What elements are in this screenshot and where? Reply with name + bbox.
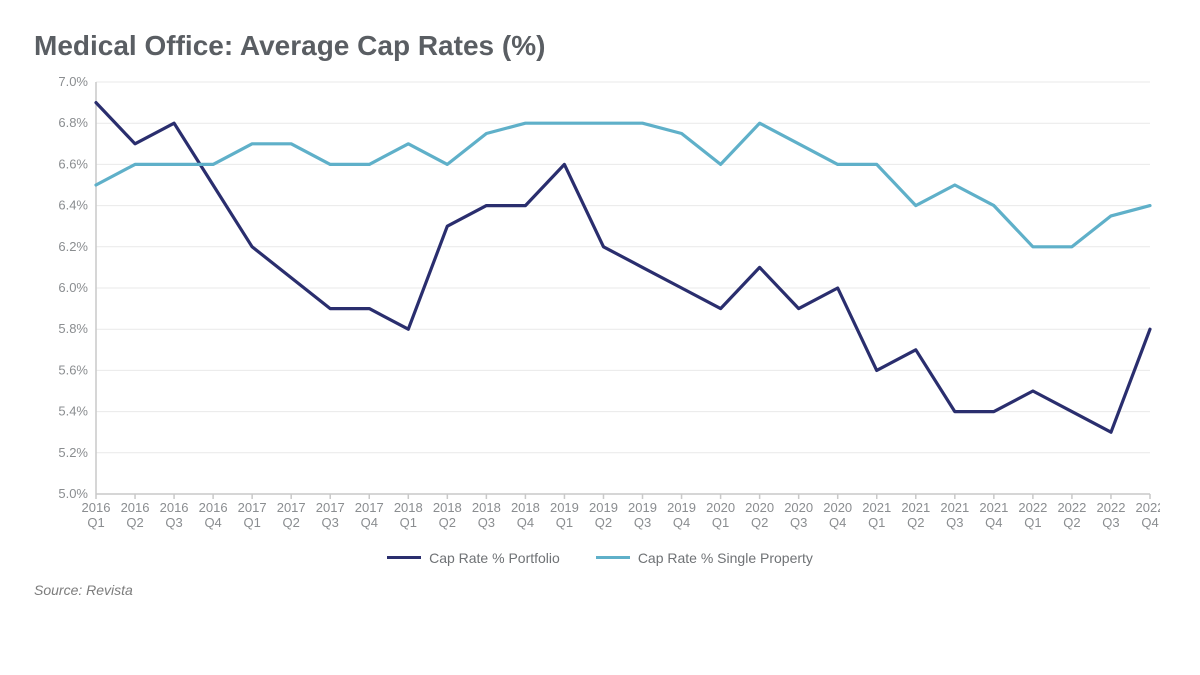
x-tick-label: 2020 bbox=[706, 500, 735, 515]
source-label: Source: Revista bbox=[34, 582, 1170, 598]
x-tick-label: 2017 bbox=[277, 500, 306, 515]
x-tick-label: Q2 bbox=[907, 515, 924, 530]
x-tick-label: Q4 bbox=[361, 515, 378, 530]
chart-svg: 5.0% 5.2% 5.4% 5.6% 5.8% 6.0% 6.2% 6.4% 6.6% 6.8%… bbox=[40, 72, 1160, 542]
series-0 bbox=[96, 103, 1150, 433]
x-tick-label: 2019 bbox=[589, 500, 618, 515]
y-tick-label: 5.8% bbox=[58, 321, 88, 336]
series-1 bbox=[96, 123, 1150, 247]
legend-item: Cap Rate % Single Property bbox=[596, 550, 813, 566]
x-tick-label: Q1 bbox=[400, 515, 417, 530]
chart-container: Medical Office: Average Cap Rates (%) 5.… bbox=[0, 0, 1200, 675]
x-tick-label: Q1 bbox=[1024, 515, 1041, 530]
x-tick-label: Q2 bbox=[126, 515, 143, 530]
x-tick-label: 2021 bbox=[979, 500, 1008, 515]
x-tick-label: 2018 bbox=[394, 500, 423, 515]
y-tick-label: 6.0% bbox=[58, 280, 88, 295]
x-tick-label: Q3 bbox=[1102, 515, 1119, 530]
x-tick-label: 2021 bbox=[901, 500, 930, 515]
chart-title: Medical Office: Average Cap Rates (%) bbox=[34, 30, 1170, 62]
y-tick-label: 5.0% bbox=[58, 486, 88, 501]
x-tick-label: Q3 bbox=[165, 515, 182, 530]
x-tick-label: 2017 bbox=[316, 500, 345, 515]
x-tick-label: 2016 bbox=[160, 500, 189, 515]
x-tick-label: 2021 bbox=[940, 500, 969, 515]
x-tick-label: Q1 bbox=[712, 515, 729, 530]
x-tick-label: 2020 bbox=[823, 500, 852, 515]
x-tick-label: Q2 bbox=[595, 515, 612, 530]
x-tick-label: Q4 bbox=[204, 515, 221, 530]
plot-area: 5.0% 5.2% 5.4% 5.6% 5.8% 6.0% 6.2% 6.4% 6.6% 6.8%… bbox=[40, 72, 1160, 542]
x-tick-label: 2022 bbox=[1057, 500, 1086, 515]
x-tick-label: 2020 bbox=[745, 500, 774, 515]
x-tick-label: Q4 bbox=[829, 515, 846, 530]
x-tick-label: Q4 bbox=[673, 515, 690, 530]
x-tick-label: 2016 bbox=[199, 500, 228, 515]
x-tick-label: 2018 bbox=[472, 500, 501, 515]
x-tick-label: Q4 bbox=[517, 515, 534, 530]
x-tick-label: 2022 bbox=[1018, 500, 1047, 515]
x-tick-label: Q2 bbox=[751, 515, 768, 530]
x-tick-label: 2019 bbox=[667, 500, 696, 515]
legend-item: Cap Rate % Portfolio bbox=[387, 550, 560, 566]
x-tick-label: 2019 bbox=[550, 500, 579, 515]
x-tick-label: 2018 bbox=[511, 500, 540, 515]
y-tick-label: 5.4% bbox=[58, 404, 88, 419]
x-tick-label: 2019 bbox=[628, 500, 657, 515]
x-tick-label: Q4 bbox=[1141, 515, 1158, 530]
x-tick-label: Q1 bbox=[243, 515, 260, 530]
y-tick-label: 6.4% bbox=[58, 198, 88, 213]
x-tick-label: 2016 bbox=[121, 500, 150, 515]
y-tick-label: 6.8% bbox=[58, 115, 88, 130]
x-tick-label: Q4 bbox=[985, 515, 1002, 530]
x-tick-label: 2020 bbox=[784, 500, 813, 515]
y-tick-label: 6.2% bbox=[58, 239, 88, 254]
legend-swatch bbox=[596, 556, 630, 559]
x-tick-label: Q3 bbox=[634, 515, 651, 530]
x-tick-label: Q3 bbox=[790, 515, 807, 530]
y-tick-label: 7.0% bbox=[58, 74, 88, 89]
x-tick-label: 2021 bbox=[862, 500, 891, 515]
x-tick-label: Q3 bbox=[478, 515, 495, 530]
legend-label: Cap Rate % Portfolio bbox=[429, 550, 560, 566]
x-tick-label: Q1 bbox=[87, 515, 104, 530]
x-tick-label: 2022 bbox=[1097, 500, 1126, 515]
x-tick-label: Q1 bbox=[556, 515, 573, 530]
x-tick-label: Q3 bbox=[322, 515, 339, 530]
x-tick-label: 2018 bbox=[433, 500, 462, 515]
x-tick-label: Q2 bbox=[1063, 515, 1080, 530]
legend: Cap Rate % Portfolio Cap Rate % Single Pr… bbox=[30, 546, 1170, 566]
x-tick-label: Q3 bbox=[946, 515, 963, 530]
x-tick-label: 2017 bbox=[355, 500, 384, 515]
x-tick-label: Q1 bbox=[868, 515, 885, 530]
x-tick-label: 2017 bbox=[238, 500, 267, 515]
y-tick-label: 6.6% bbox=[58, 156, 88, 171]
x-tick-label: Q2 bbox=[439, 515, 456, 530]
y-tick-label: 5.6% bbox=[58, 362, 88, 377]
x-tick-label: 2016 bbox=[82, 500, 111, 515]
y-tick-label: 5.2% bbox=[58, 445, 88, 460]
x-tick-label: 2022 bbox=[1136, 500, 1160, 515]
x-tick-label: Q2 bbox=[283, 515, 300, 530]
legend-swatch bbox=[387, 556, 421, 559]
legend-label: Cap Rate % Single Property bbox=[638, 550, 813, 566]
